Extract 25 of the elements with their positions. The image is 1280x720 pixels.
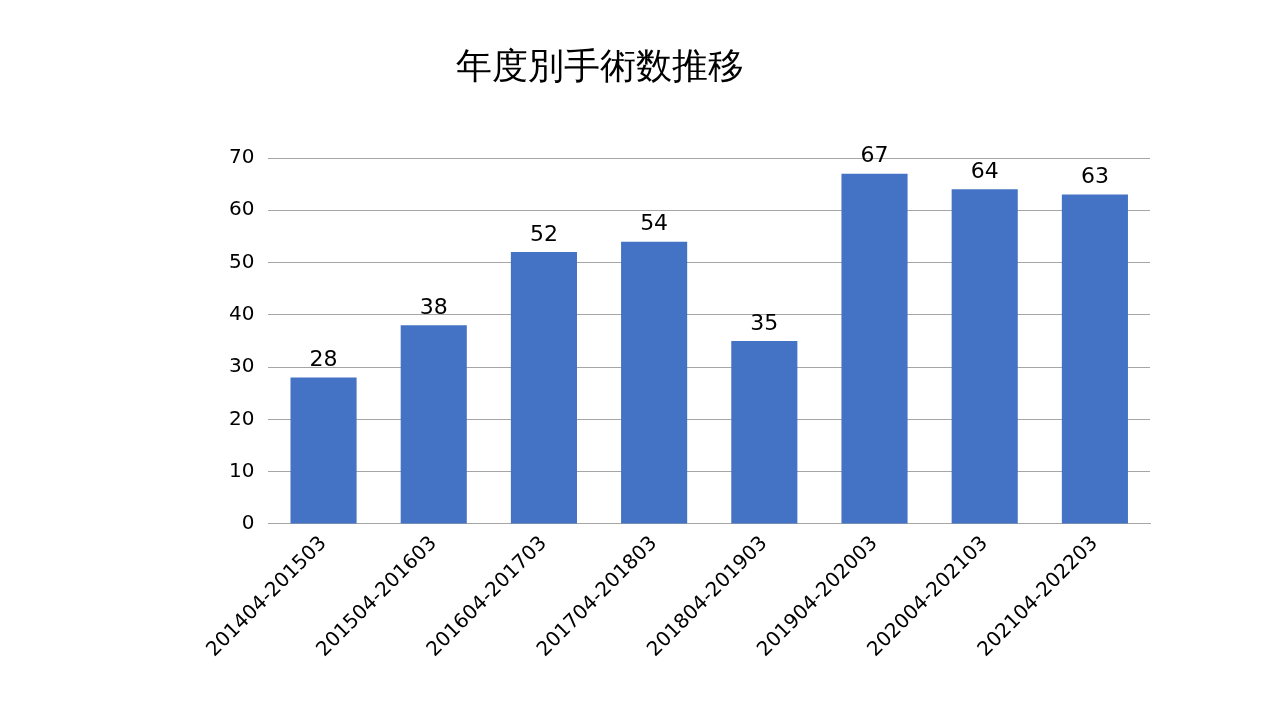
bar <box>400 325 467 524</box>
data-label: 54 <box>640 210 669 236</box>
bar <box>1061 194 1128 524</box>
bar <box>510 252 577 524</box>
bar <box>731 340 798 524</box>
y-tick-label: 40 <box>229 301 255 326</box>
y-tick-label: 10 <box>229 457 255 482</box>
y-tick-label: 50 <box>229 248 255 273</box>
bar <box>951 189 1018 524</box>
chart-title: 年度別手術数推移 <box>455 44 745 88</box>
data-label: 38 <box>419 294 448 320</box>
data-label: 52 <box>529 220 558 246</box>
y-tick-label: 60 <box>229 196 255 221</box>
y-tick-label: 20 <box>229 405 255 430</box>
y-tick-label: 30 <box>229 353 255 378</box>
data-label: 35 <box>750 309 779 335</box>
data-label: 28 <box>309 346 338 372</box>
y-tick-label: 0 <box>241 510 255 535</box>
data-label: 67 <box>860 142 889 168</box>
y-tick-label: 70 <box>229 144 255 169</box>
bar <box>841 173 908 524</box>
bar <box>621 241 688 524</box>
data-label: 64 <box>970 158 999 184</box>
data-label: 63 <box>1080 163 1109 189</box>
bar <box>290 377 357 524</box>
